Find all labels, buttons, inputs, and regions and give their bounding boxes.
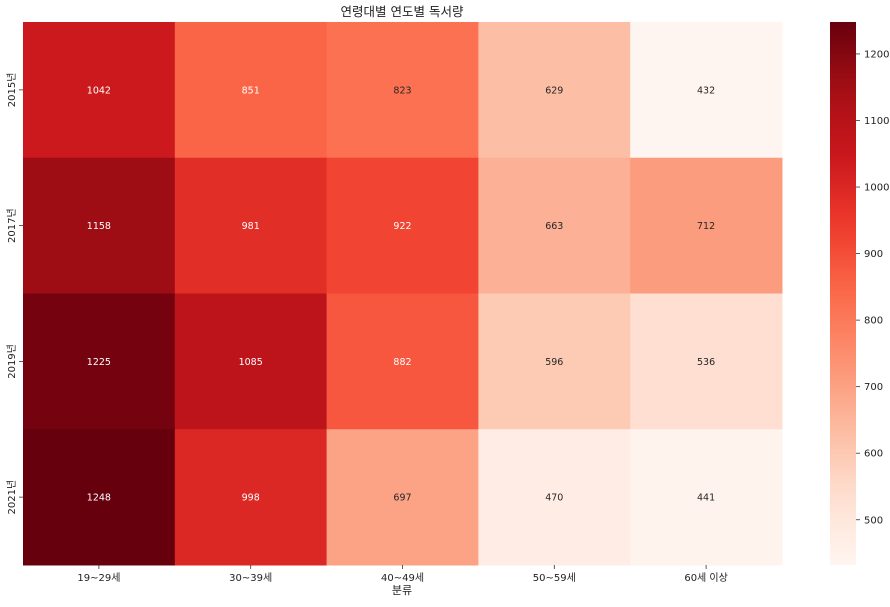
cell-value-label: 981 (242, 221, 260, 232)
colorbar-gradient (830, 22, 856, 565)
heatmap-cell (630, 157, 783, 294)
heatmap-cell (478, 429, 631, 566)
colorbar-tick-label: 600 (864, 449, 883, 460)
colorbar-tick-label: 1100 (864, 116, 889, 127)
cell-value-label: 663 (545, 221, 563, 232)
colorbar-tick-label: 700 (864, 382, 883, 393)
heatmap-cell (23, 157, 176, 294)
cell-value-label: 1042 (87, 85, 111, 96)
heatmap-cell (630, 293, 783, 430)
heatmap-cell (630, 22, 783, 159)
cell-value-label: 432 (697, 85, 715, 96)
x-axis-label: 분류 (392, 584, 412, 597)
heatmap-cell (23, 22, 176, 159)
y-tick-labels: 2015년 2017년 2019년 2021년 (6, 73, 23, 515)
x-tick-label: 19~29세 (77, 572, 120, 584)
heatmap-cell (23, 293, 176, 430)
heatmap-cell (326, 22, 479, 159)
colorbar-tick-label: 900 (864, 249, 883, 260)
x-tick-label: 60세 이상 (684, 572, 728, 584)
cell-value-label: 470 (545, 493, 563, 504)
heatmap-cell (174, 22, 328, 159)
cell-value-label: 629 (545, 85, 563, 96)
cell-value-label: 882 (393, 357, 411, 368)
x-tick-labels: 19~29세 30~39세 40~49세 50~59세 60세 이상 (77, 565, 728, 584)
y-tick-label: 2021년 (6, 480, 18, 515)
cell-value-label: 922 (393, 221, 411, 232)
cell-value-label: 851 (242, 85, 260, 96)
x-tick-label: 50~59세 (533, 572, 576, 584)
heatmap-cell (326, 293, 479, 430)
heatmap-cell (326, 157, 479, 294)
y-tick-label: 2017년 (6, 208, 18, 243)
heatmap-cell (478, 157, 631, 294)
heatmap-cell (326, 429, 479, 566)
cell-value-label: 1085 (239, 357, 263, 368)
heatmap-cell (174, 293, 328, 430)
heatmap-cell (174, 157, 328, 294)
heatmap-cells: 1042 851 823 629 432 1158 981 922 663 712 1225 1085… (23, 22, 783, 566)
colorbar: 500 600 700 800 900 1000 1100 1200 (830, 22, 889, 565)
heatmap-cell (174, 429, 328, 566)
cell-value-label: 998 (242, 493, 260, 504)
heatmap-cell (23, 429, 176, 566)
cell-value-label: 596 (545, 357, 563, 368)
chart-title: 연령대별 연도별 독서량 (341, 4, 464, 19)
colorbar-tick-label: 1000 (864, 183, 889, 194)
cell-value-label: 441 (697, 493, 715, 504)
heatmap-cell (478, 293, 631, 430)
heatmap-cell (630, 429, 783, 566)
cell-value-label: 823 (393, 85, 411, 96)
cell-value-label: 697 (393, 493, 411, 504)
cell-value-label: 536 (697, 357, 715, 368)
colorbar-tick-label: 500 (864, 515, 883, 526)
x-tick-label: 30~39세 (229, 572, 272, 584)
colorbar-tick-label: 800 (864, 316, 883, 327)
cell-value-label: 1248 (87, 493, 111, 504)
y-tick-label: 2015년 (6, 73, 18, 108)
cell-value-label: 1158 (87, 221, 111, 232)
cell-value-label: 1225 (87, 357, 111, 368)
x-tick-label: 40~49세 (381, 572, 424, 584)
y-tick-label: 2019년 (6, 344, 18, 379)
colorbar-tick-label: 1200 (864, 49, 889, 60)
cell-value-label: 712 (697, 221, 715, 232)
heatmap-cell (478, 22, 631, 159)
